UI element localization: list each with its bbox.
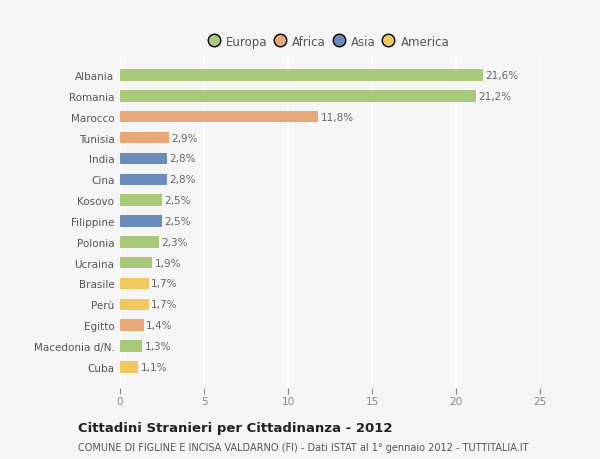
Bar [120,112,318,123]
Bar [120,236,158,248]
Text: Cittadini Stranieri per Cittadinanza - 2012: Cittadini Stranieri per Cittadinanza - 2… [78,421,392,434]
Text: 1,1%: 1,1% [141,362,167,372]
Text: 21,2%: 21,2% [479,92,512,102]
Text: 2,3%: 2,3% [161,237,188,247]
Text: 2,8%: 2,8% [170,154,196,164]
Text: 2,9%: 2,9% [171,133,198,143]
Bar [120,216,162,227]
Bar [120,153,167,165]
Text: COMUNE DI FIGLINE E INCISA VALDARNO (FI) - Dati ISTAT al 1° gennaio 2012 - TUTTI: COMUNE DI FIGLINE E INCISA VALDARNO (FI)… [78,442,529,452]
Bar [120,133,169,144]
Text: 2,5%: 2,5% [164,196,191,206]
Text: 1,3%: 1,3% [145,341,171,351]
Bar [120,195,162,207]
Text: 11,8%: 11,8% [321,112,354,123]
Text: 21,6%: 21,6% [485,71,518,81]
Bar [120,320,143,331]
Bar [120,257,152,269]
Text: 2,5%: 2,5% [164,217,191,226]
Text: 1,7%: 1,7% [151,279,178,289]
Bar [120,70,483,82]
Bar [120,91,476,102]
Bar [120,341,142,352]
Legend: Europa, Africa, Asia, America: Europa, Africa, Asia, America [206,31,454,53]
Text: 1,9%: 1,9% [154,258,181,268]
Bar [120,278,149,290]
Bar [120,299,149,310]
Text: 1,4%: 1,4% [146,320,173,330]
Bar [120,174,167,185]
Text: 1,7%: 1,7% [151,300,178,310]
Text: 2,8%: 2,8% [170,175,196,185]
Bar [120,361,139,373]
